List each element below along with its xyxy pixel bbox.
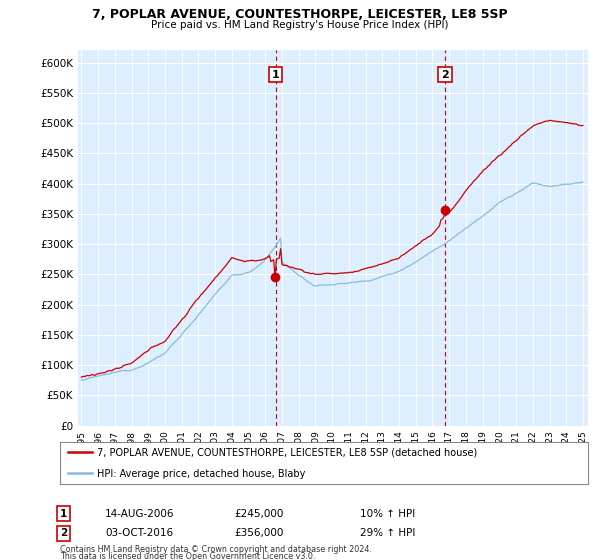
Text: 29% ↑ HPI: 29% ↑ HPI xyxy=(360,528,415,538)
Text: 7, POPLAR AVENUE, COUNTESTHORPE, LEICESTER, LE8 5SP (detached house): 7, POPLAR AVENUE, COUNTESTHORPE, LEICEST… xyxy=(97,448,477,458)
Text: This data is licensed under the Open Government Licence v3.0.: This data is licensed under the Open Gov… xyxy=(60,552,316,560)
Text: £356,000: £356,000 xyxy=(234,528,283,538)
Text: 1: 1 xyxy=(60,508,67,519)
Text: 14-AUG-2006: 14-AUG-2006 xyxy=(105,508,175,519)
Text: 10% ↑ HPI: 10% ↑ HPI xyxy=(360,508,415,519)
Text: 1: 1 xyxy=(272,69,280,80)
Text: £245,000: £245,000 xyxy=(234,508,283,519)
Text: 2: 2 xyxy=(441,69,449,80)
Text: HPI: Average price, detached house, Blaby: HPI: Average price, detached house, Blab… xyxy=(97,469,305,479)
Text: Price paid vs. HM Land Registry's House Price Index (HPI): Price paid vs. HM Land Registry's House … xyxy=(151,20,449,30)
Text: 7, POPLAR AVENUE, COUNTESTHORPE, LEICESTER, LE8 5SP: 7, POPLAR AVENUE, COUNTESTHORPE, LEICEST… xyxy=(92,8,508,21)
Text: 2: 2 xyxy=(60,528,67,538)
Text: Contains HM Land Registry data © Crown copyright and database right 2024.: Contains HM Land Registry data © Crown c… xyxy=(60,545,372,554)
Text: 03-OCT-2016: 03-OCT-2016 xyxy=(105,528,173,538)
